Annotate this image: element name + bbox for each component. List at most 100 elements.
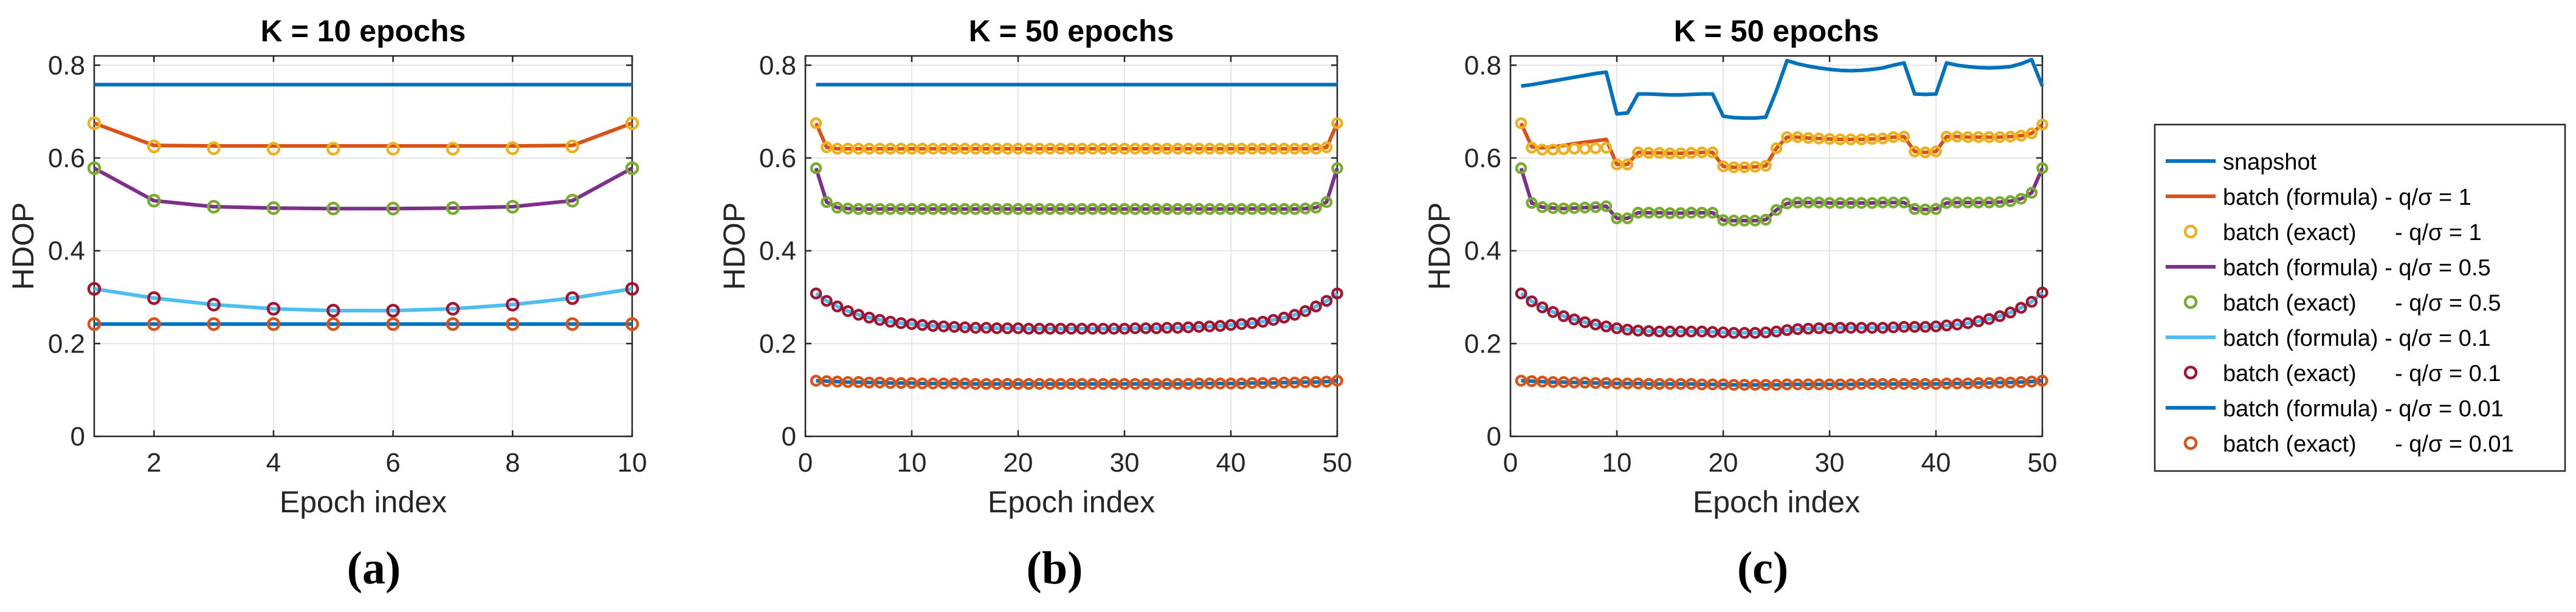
data-point-batch-exact-q-0-1 bbox=[1685, 325, 1698, 338]
data-point-batch-exact-q-1 bbox=[991, 142, 1003, 155]
data-point-batch-exact-q-1 bbox=[1781, 131, 1793, 143]
data-point-batch-exact-q-0-1 bbox=[937, 320, 950, 332]
data-point-batch-exact-q-0-01 bbox=[1685, 377, 1698, 390]
data-point-batch-exact-q-0-5 bbox=[1589, 201, 1602, 213]
data-point-batch-exact-q-0-01 bbox=[1022, 377, 1035, 390]
data-point-batch-exact-q-0-01 bbox=[906, 377, 918, 389]
data-point-batch-exact-q-0-01 bbox=[1972, 377, 1985, 389]
data-point-batch-exact-q-0-01 bbox=[1951, 377, 1963, 390]
data-point-batch-exact-q-0-1 bbox=[1727, 327, 1740, 339]
data-point-batch-exact-q-0-5 bbox=[1749, 215, 1762, 227]
data-point-batch-exact-q-1 bbox=[1887, 131, 1899, 143]
y-tick-label: 0 bbox=[1487, 422, 1501, 452]
x-tick-label: 4 bbox=[266, 448, 281, 478]
data-point-batch-exact-q-0-5 bbox=[1012, 203, 1024, 215]
legend-label: snapshot bbox=[2223, 150, 2317, 175]
data-point-batch-exact-q-0-01 bbox=[831, 376, 844, 388]
legend-marker-swatch bbox=[2183, 295, 2198, 309]
x-tick-label: 0 bbox=[1503, 448, 1518, 478]
data-point-batch-exact-q-1 bbox=[1919, 146, 1932, 159]
data-point-batch-exact-q-0-01 bbox=[2025, 376, 2038, 388]
chart-title: K = 50 epochs bbox=[969, 14, 1174, 48]
data-point-batch-exact-q-0-5 bbox=[1972, 196, 1985, 208]
data-point-batch-exact-q-0-01 bbox=[386, 317, 400, 331]
data-point-batch-exact-q-0-01 bbox=[884, 377, 897, 389]
series-line-batch-formula-q-0-5 bbox=[1519, 167, 2044, 222]
data-point-batch-exact-q-0-1 bbox=[1600, 320, 1613, 332]
data-point-batch-exact-q-1 bbox=[1824, 132, 1836, 145]
data-point-batch-exact-q-1 bbox=[147, 139, 161, 154]
data-point-batch-exact-q-0-5 bbox=[1706, 207, 1719, 219]
data-point-batch-exact-q-0-1 bbox=[147, 291, 161, 305]
data-point-batch-exact-q-0-01 bbox=[1568, 376, 1580, 389]
data-point-batch-exact-q-0-5 bbox=[948, 203, 960, 215]
data-point-batch-exact-q-1 bbox=[1791, 131, 1804, 143]
data-point-batch-exact-q-0-5 bbox=[1557, 202, 1570, 215]
data-point-batch-exact-q-0-1 bbox=[386, 303, 400, 318]
data-point-batch-exact-q-0-01 bbox=[1749, 379, 1762, 391]
data-point-batch-exact-q-0-01 bbox=[927, 377, 939, 390]
data-point-batch-exact-q-0-01 bbox=[266, 317, 281, 331]
data-point-batch-exact-q-0-1 bbox=[1696, 325, 1708, 338]
data-point-batch-exact-q-1 bbox=[565, 139, 579, 154]
data-point-batch-exact-q-0-5 bbox=[1107, 203, 1120, 215]
data-point-batch-exact-q-1 bbox=[2025, 127, 2038, 140]
data-point-batch-exact-q-0-01 bbox=[1855, 377, 1868, 390]
x-tick-label: 30 bbox=[1815, 448, 1845, 478]
data-point-batch-exact-q-0-5 bbox=[1791, 196, 1804, 208]
data-point-batch-exact-q-0-01 bbox=[1118, 377, 1131, 390]
data-point-batch-exact-q-0-5 bbox=[1299, 202, 1312, 215]
y-tick-label: 0 bbox=[782, 422, 796, 452]
data-point-batch-exact-q-0-1 bbox=[1919, 321, 1932, 333]
data-point-batch-exact-q-0-1 bbox=[1331, 287, 1343, 300]
data-point-batch-exact-q-0-1 bbox=[1876, 321, 1889, 334]
data-point-batch-exact-q-0-5 bbox=[506, 199, 520, 214]
data-point-batch-exact-q-0-5 bbox=[1065, 203, 1078, 215]
data-point-batch-exact-q-1 bbox=[625, 116, 639, 130]
data-point-batch-exact-q-0-01 bbox=[1621, 377, 1634, 390]
data-point-batch-exact-q-1 bbox=[1076, 142, 1088, 155]
y-tick-label: 0.8 bbox=[759, 50, 796, 80]
data-point-batch-exact-q-0-1 bbox=[2004, 306, 2017, 318]
y-tick-label: 0.4 bbox=[759, 236, 796, 266]
data-point-batch-exact-q-0-1 bbox=[1961, 317, 1974, 329]
legend-entry: batch (formula) - q/σ = 0.01 bbox=[2166, 396, 2504, 422]
data-point-batch-exact-q-1 bbox=[1589, 142, 1602, 154]
data-point-batch-exact-q-1 bbox=[1171, 142, 1184, 155]
data-point-batch-exact-q-1 bbox=[937, 142, 950, 155]
data-point-batch-exact-q-0-5 bbox=[147, 193, 161, 208]
data-point-batch-exact-q-0-1 bbox=[863, 311, 875, 324]
data-point-batch-exact-q-1 bbox=[927, 142, 939, 155]
data-point-batch-exact-q-1 bbox=[810, 117, 822, 129]
x-tick-label: 30 bbox=[1110, 448, 1140, 478]
data-point-batch-exact-q-1 bbox=[1267, 142, 1279, 155]
data-point-batch-exact-q-0-1 bbox=[1246, 317, 1258, 329]
data-point-batch-exact-q-1 bbox=[980, 142, 993, 155]
data-point-batch-exact-q-0-1 bbox=[1568, 313, 1580, 326]
data-point-batch-exact-q-0-5 bbox=[1717, 214, 1729, 226]
data-point-batch-exact-q-1 bbox=[1278, 142, 1290, 155]
data-point-batch-exact-q-0-5 bbox=[1331, 162, 1343, 174]
data-point-batch-exact-q-0-1 bbox=[959, 321, 971, 334]
y-tick-label: 0.4 bbox=[48, 236, 85, 266]
data-point-batch-exact-q-1 bbox=[266, 142, 281, 156]
data-point-batch-exact-q-0-1 bbox=[1536, 301, 1549, 314]
data-point-batch-exact-q-1 bbox=[916, 142, 929, 155]
y-tick-label: 0.8 bbox=[1464, 50, 1501, 80]
data-point-batch-exact-q-1 bbox=[1951, 131, 1963, 143]
legend-marker-swatch bbox=[2183, 224, 2198, 239]
legend-marker-swatch bbox=[2183, 436, 2198, 450]
data-point-batch-exact-q-1 bbox=[1129, 142, 1142, 155]
axes-box bbox=[804, 55, 1338, 438]
data-point-batch-exact-q-0-1 bbox=[1150, 322, 1163, 334]
y-tick-label: 0.6 bbox=[759, 143, 796, 173]
data-point-batch-exact-q-0-5 bbox=[1951, 196, 1963, 208]
legend-label: batch (exact) - q/σ = 0.01 bbox=[2223, 431, 2514, 457]
data-point-batch-exact-q-0-1 bbox=[1802, 323, 1814, 335]
legend-marker-swatch bbox=[2183, 365, 2198, 380]
data-point-batch-exact-q-0-1 bbox=[1033, 323, 1045, 335]
data-point-batch-exact-q-0-5 bbox=[207, 199, 221, 214]
y-tick-label: 0.6 bbox=[1464, 143, 1501, 173]
data-point-batch-exact-q-0-5 bbox=[1824, 197, 1836, 209]
